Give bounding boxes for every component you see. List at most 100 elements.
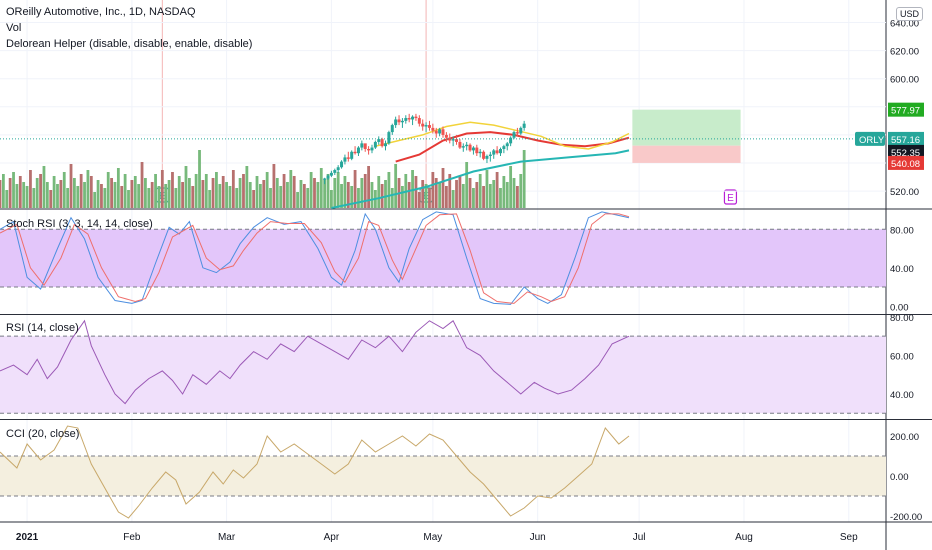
stoch-rsi-title: Stoch RSI (3, 3, 14, 14, close) [6, 218, 153, 230]
volume-bar [42, 166, 46, 208]
volume-bar [144, 178, 147, 208]
volume-bar [275, 178, 279, 208]
volume-bar [424, 184, 428, 208]
volume-bar [505, 182, 509, 208]
volume-bar [441, 168, 445, 208]
volume-bar [76, 186, 80, 208]
symbol-title: OReilly Automotive, Inc., 1D, NASDAQ [6, 6, 196, 18]
candle-body [353, 151, 357, 154]
candle-body [323, 178, 327, 180]
volume-bar [333, 178, 337, 208]
volume-bar [475, 182, 479, 208]
volume-bar [519, 174, 523, 208]
volume-bar [407, 182, 411, 208]
time-tick-label: Apr [324, 532, 340, 543]
volume-bar [29, 170, 32, 208]
volume-bar [39, 174, 42, 208]
volume-bar [455, 180, 458, 208]
volume-bar [154, 174, 157, 208]
volume-bar [448, 174, 452, 208]
volume-bar [428, 188, 431, 208]
candle-body [448, 137, 452, 141]
candle-body [380, 139, 384, 147]
volume-bar [492, 180, 496, 208]
volume-bar [120, 186, 124, 208]
volume-bar [444, 186, 448, 208]
volume-bar [384, 180, 387, 208]
candle-body [373, 141, 377, 148]
volume-bar [66, 188, 70, 208]
time-tick-label: Aug [735, 532, 753, 543]
volume-bar [15, 184, 19, 208]
volume-bar [522, 150, 526, 208]
volume-bar [127, 190, 130, 208]
volume-bar [245, 166, 249, 208]
volume-bar [265, 172, 269, 208]
volume-bar [299, 180, 303, 208]
volume-bar [177, 176, 181, 208]
candle-body [451, 139, 455, 141]
cci-tick-label: 0.00 [890, 472, 909, 483]
volume-bar [86, 170, 90, 208]
stop-zone [632, 145, 741, 163]
volume-bar [461, 184, 465, 208]
volume-bar [390, 188, 394, 208]
price-axis-label: 540.08 [891, 159, 920, 170]
volume-bar [309, 172, 313, 208]
candle-body [336, 167, 340, 171]
candle-body [397, 119, 401, 123]
candle-body [512, 132, 516, 138]
volume-bar [69, 164, 73, 208]
candle-body [515, 132, 519, 134]
candle-body [495, 150, 499, 154]
volume-bar [171, 172, 174, 208]
volume-bar [35, 178, 39, 208]
candle-body [455, 139, 459, 142]
cci-line-1 [0, 425, 630, 519]
volume-bar [279, 186, 283, 208]
volume-bar [221, 176, 225, 208]
volume-bar [106, 172, 110, 208]
volume-bar [18, 176, 22, 208]
price-axis-label-bg [888, 144, 924, 159]
volume-bar [326, 174, 330, 208]
symbol-tag: ORLY [859, 135, 885, 146]
candle-body [431, 127, 435, 131]
time-tick-label: Jul [633, 532, 646, 543]
volume-bar [45, 182, 49, 208]
volume-bar [93, 192, 97, 208]
volume-bar [360, 178, 364, 208]
volume-bar [495, 172, 499, 208]
volume-bar [238, 178, 242, 208]
cci-tick-label: -200.00 [890, 512, 922, 523]
volume-bar [472, 188, 475, 208]
currency-button[interactable]: USD [896, 7, 924, 21]
volume-bar [292, 176, 296, 208]
volume-bar [387, 172, 391, 208]
volume-bar [103, 188, 107, 208]
candle-body [502, 146, 506, 149]
candle-body [411, 116, 415, 120]
volume-bar [116, 168, 120, 208]
candle-body [488, 154, 492, 156]
earnings-marker-label: E [727, 193, 734, 204]
volume-bar [181, 182, 185, 208]
target-zone [632, 109, 741, 146]
volume-bar [62, 172, 66, 208]
candle-body [340, 161, 344, 168]
volume-bar [1, 174, 5, 208]
volume-bar [350, 186, 354, 208]
candle-body [360, 143, 364, 148]
price-tick-label: 620.00 [890, 47, 919, 58]
volume-bar [438, 182, 442, 208]
volume-bar [79, 174, 83, 208]
volume-bar [89, 176, 93, 208]
candle-body [522, 123, 526, 128]
stoch-rsi-tick-label: 0.00 [890, 302, 909, 313]
volume-bar [5, 190, 9, 208]
candle-body [370, 147, 374, 151]
volume-bar [289, 170, 293, 208]
volume-bar [296, 192, 299, 208]
volume-bar [204, 174, 208, 208]
